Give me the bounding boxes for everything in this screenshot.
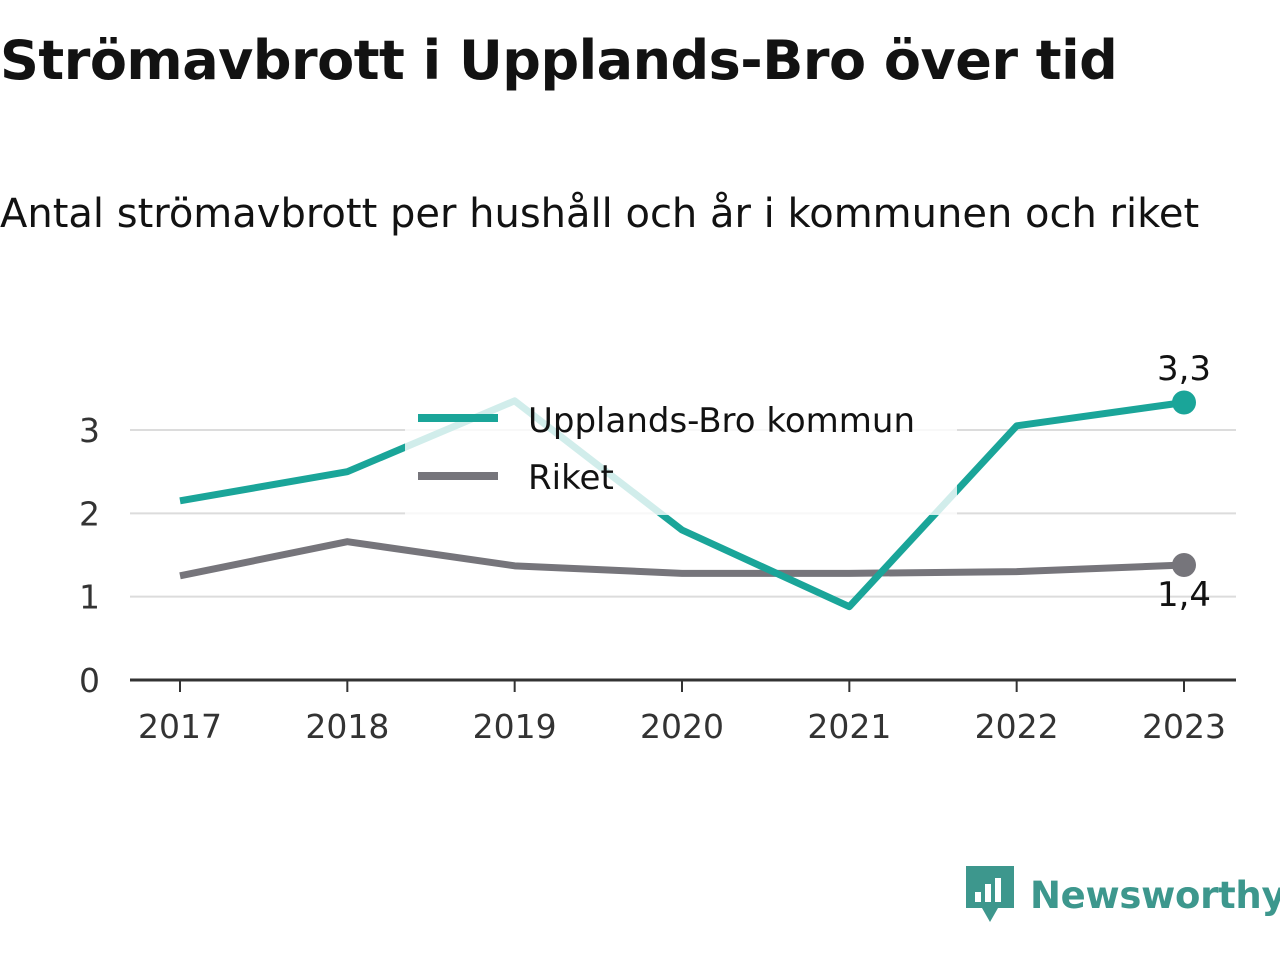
end-label-upplands-bro: 3,3 <box>1157 349 1211 389</box>
brand: Newsworthy <box>964 864 1280 926</box>
legend-background <box>405 385 957 515</box>
y-tick-label: 0 <box>79 661 100 700</box>
x-tick-label: 2018 <box>305 707 389 746</box>
x-tick-label: 2017 <box>138 707 222 746</box>
series-line-1 <box>179 538 1185 580</box>
y-tick-label: 1 <box>79 578 100 617</box>
series-end-marker-0 <box>1172 390 1196 415</box>
x-tick-label: 2020 <box>640 707 724 746</box>
brand-name: Newsworthy <box>1030 873 1280 917</box>
chart-title: Strömavbrott i Upplands-Bro över tid <box>0 29 1118 92</box>
series-lines <box>179 390 1196 611</box>
y-tick-label: 2 <box>79 494 100 533</box>
y-tick-label: 3 <box>79 411 100 450</box>
axes: 0 1 2 3 2017 2018 2019 2020 2021 2022 2023 <box>79 411 1236 746</box>
chart-subtitle: Antal strömavbrott per hushåll och år i … <box>0 191 1200 237</box>
x-tick-label: 2023 <box>1142 707 1226 746</box>
x-tick-label: 2022 <box>975 707 1059 746</box>
series-line-0 <box>179 397 1185 611</box>
legend: Upplands-Bro kommun Riket <box>405 385 957 515</box>
legend-label-upplands-bro: Upplands-Bro kommun <box>528 401 915 441</box>
newsworthy-logo-icon <box>966 866 1014 922</box>
x-tick-label: 2019 <box>473 707 557 746</box>
data-labels: 3,3 1,4 <box>1157 349 1211 615</box>
x-tick-label: 2021 <box>807 707 891 746</box>
legend-label-riket: Riket <box>528 458 614 498</box>
end-label-riket: 1,4 <box>1157 575 1211 615</box>
series-end-marker-1 <box>1172 553 1196 577</box>
